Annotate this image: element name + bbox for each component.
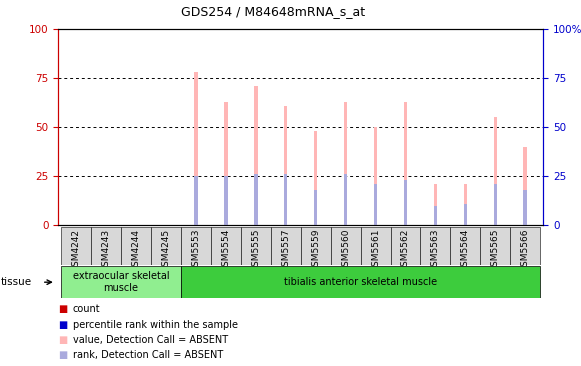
Text: GSM5554: GSM5554 xyxy=(221,229,230,272)
Bar xyxy=(480,227,510,265)
Bar xyxy=(121,227,151,265)
Bar xyxy=(61,266,181,298)
Bar xyxy=(464,203,467,225)
Bar xyxy=(493,184,497,225)
Bar xyxy=(91,227,121,265)
Bar xyxy=(254,174,257,225)
Bar xyxy=(404,102,407,225)
Bar xyxy=(390,227,421,265)
Text: GSM5564: GSM5564 xyxy=(461,229,470,272)
Bar xyxy=(331,227,361,265)
Text: GSM4245: GSM4245 xyxy=(162,229,170,272)
Bar xyxy=(374,184,377,225)
Bar xyxy=(241,227,271,265)
Text: value, Detection Call = ABSENT: value, Detection Call = ABSENT xyxy=(73,335,228,345)
Bar xyxy=(344,174,347,225)
Bar xyxy=(254,86,257,225)
Text: GSM5561: GSM5561 xyxy=(371,229,380,272)
Bar xyxy=(301,227,331,265)
Text: count: count xyxy=(73,304,101,314)
Bar xyxy=(464,184,467,225)
Text: ■: ■ xyxy=(58,304,67,314)
Text: GSM5553: GSM5553 xyxy=(191,229,200,272)
Bar xyxy=(523,147,527,225)
Bar xyxy=(271,227,301,265)
Bar xyxy=(344,102,347,225)
Text: GSM4242: GSM4242 xyxy=(71,229,81,272)
Bar xyxy=(211,227,241,265)
Text: GSM5563: GSM5563 xyxy=(431,229,440,272)
Bar xyxy=(181,227,211,265)
Text: ■: ■ xyxy=(58,335,67,345)
Text: GDS254 / M84648mRNA_s_at: GDS254 / M84648mRNA_s_at xyxy=(181,5,365,19)
Bar xyxy=(433,184,437,225)
Bar xyxy=(181,266,540,298)
Bar xyxy=(314,131,317,225)
Text: extraocular skeletal
muscle: extraocular skeletal muscle xyxy=(73,271,169,293)
Bar xyxy=(194,176,198,225)
Text: tibialis anterior skeletal muscle: tibialis anterior skeletal muscle xyxy=(284,277,437,287)
Text: tissue: tissue xyxy=(1,277,33,287)
Bar xyxy=(194,72,198,225)
Text: GSM5555: GSM5555 xyxy=(251,229,260,272)
Bar xyxy=(151,227,181,265)
Bar xyxy=(224,176,228,225)
Text: GSM5566: GSM5566 xyxy=(521,229,530,272)
Text: percentile rank within the sample: percentile rank within the sample xyxy=(73,320,238,330)
Bar xyxy=(224,102,228,225)
Text: ■: ■ xyxy=(58,320,67,330)
Text: GSM5559: GSM5559 xyxy=(311,229,320,272)
Text: GSM5565: GSM5565 xyxy=(491,229,500,272)
Text: GSM5560: GSM5560 xyxy=(341,229,350,272)
Bar xyxy=(374,127,377,225)
Text: ■: ■ xyxy=(58,350,67,361)
Text: rank, Detection Call = ABSENT: rank, Detection Call = ABSENT xyxy=(73,350,223,361)
Bar xyxy=(421,227,450,265)
Bar xyxy=(493,117,497,225)
Bar xyxy=(523,190,527,225)
Bar xyxy=(404,180,407,225)
Text: GSM4244: GSM4244 xyxy=(131,229,141,272)
Text: GSM4243: GSM4243 xyxy=(102,229,110,272)
Bar xyxy=(61,227,91,265)
Text: GSM5557: GSM5557 xyxy=(281,229,290,272)
Bar xyxy=(450,227,480,265)
Text: GSM5562: GSM5562 xyxy=(401,229,410,272)
Bar xyxy=(433,206,437,225)
Bar xyxy=(314,190,317,225)
Bar xyxy=(284,106,288,225)
Bar xyxy=(510,227,540,265)
Bar xyxy=(284,174,288,225)
Bar xyxy=(361,227,390,265)
